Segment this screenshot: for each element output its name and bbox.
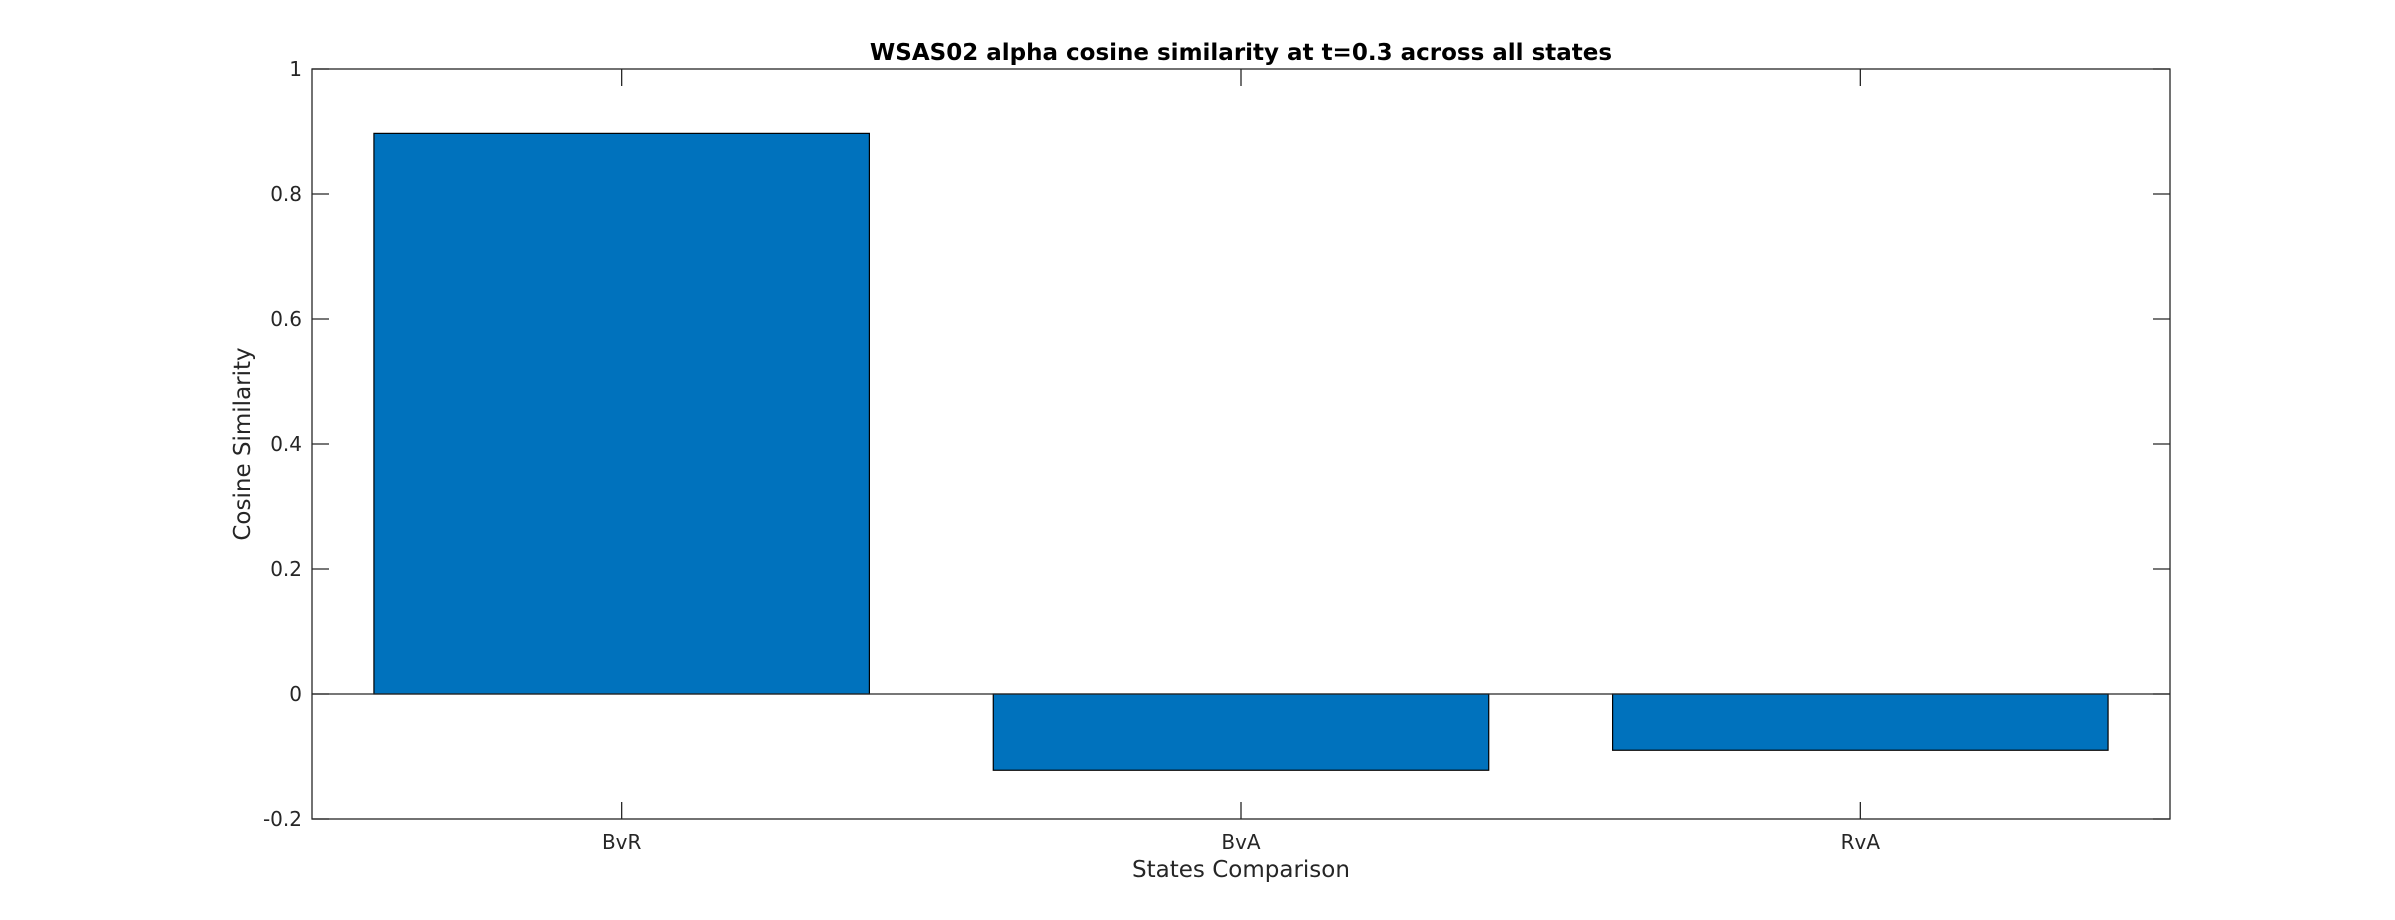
y-tick-label: 1 [289, 57, 302, 81]
y-tick-label: 0.2 [270, 557, 302, 581]
x-axis-ticks: BvR BvA RvA [602, 69, 1880, 854]
x-tick-label: RvA [1841, 830, 1881, 854]
bars-group [373, 132, 2109, 771]
y-axis-ticks: -0.2 0 0.2 0.4 0.6 0.8 1 [263, 57, 2170, 831]
y-tick-label: -0.2 [263, 807, 302, 831]
bar-bvr [373, 132, 870, 695]
y-tick-label: 0 [289, 682, 302, 706]
y-axis-label: Cosine Similarity [230, 347, 256, 540]
bar-bva [992, 693, 1490, 771]
x-axis-label: States Comparison [1132, 857, 1350, 883]
bar-rva [1611, 693, 2109, 751]
y-tick-label: 0.6 [270, 307, 302, 331]
x-tick-label: BvR [602, 830, 642, 854]
chart-title: WSAS02 alpha cosine similarity at t=0.3 … [870, 40, 1612, 66]
y-tick-label: 0.4 [270, 432, 302, 456]
x-tick-label: BvA [1221, 830, 1261, 854]
y-tick-label: 0.8 [270, 182, 302, 206]
